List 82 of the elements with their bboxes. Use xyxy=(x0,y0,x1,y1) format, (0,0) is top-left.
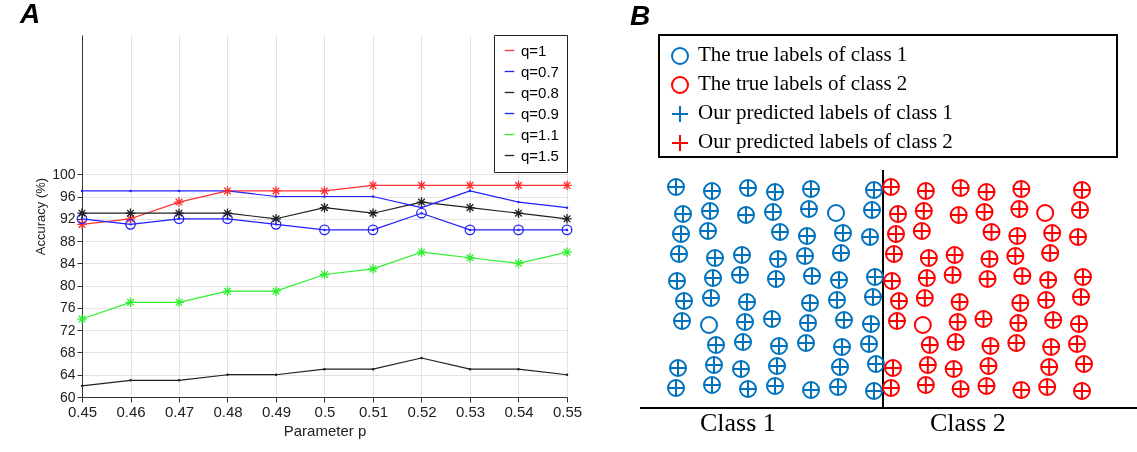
point xyxy=(464,224,476,236)
point xyxy=(367,179,379,191)
point xyxy=(416,179,427,191)
point xyxy=(513,257,524,269)
x-tick-label: 0.49 xyxy=(261,402,292,420)
point xyxy=(416,246,427,258)
point xyxy=(416,196,427,208)
legend-label: q=0.9 xyxy=(521,104,559,122)
x-tick-label: 0.54 xyxy=(504,402,534,420)
point xyxy=(125,296,136,308)
y-tick-label: 72 xyxy=(59,321,76,338)
x-axis-title: Parameter p xyxy=(283,421,367,439)
point xyxy=(270,285,282,297)
chart-title: A xyxy=(19,0,41,29)
y-tick-label: 60 xyxy=(59,388,76,405)
point xyxy=(513,224,524,236)
x-tick-label: 0.48 xyxy=(213,402,243,420)
x-tick-label: 0.53 xyxy=(455,402,486,420)
point xyxy=(173,207,185,219)
point xyxy=(222,213,233,225)
y-tick-label: 100 xyxy=(52,165,76,182)
x-tick-label: 0.55 xyxy=(552,402,583,420)
point xyxy=(173,296,185,308)
text: The true labels of class 2 xyxy=(698,71,908,95)
point xyxy=(561,224,573,236)
category-label: Class 2 xyxy=(930,408,1006,438)
point xyxy=(222,285,233,297)
text: Our predicted labels of class 2 xyxy=(698,129,953,153)
point xyxy=(76,213,88,225)
point xyxy=(561,246,573,258)
y-tick-label: 68 xyxy=(59,343,76,360)
point xyxy=(464,202,476,214)
y-tick-label: 76 xyxy=(59,299,76,316)
y-tick-label: 88 xyxy=(59,232,76,249)
point xyxy=(76,313,88,325)
point xyxy=(222,185,233,197)
point xyxy=(561,213,573,225)
point xyxy=(561,179,573,191)
point xyxy=(319,269,330,280)
point xyxy=(367,207,379,219)
point xyxy=(270,185,282,197)
y-tick-label: 84 xyxy=(59,254,76,271)
legend-label: q=1.5 xyxy=(521,146,559,164)
legend-label: q=0.8 xyxy=(521,83,559,101)
legend-label: q=0.7 xyxy=(521,62,559,80)
x-tick-label: 0.51 xyxy=(358,402,389,420)
point xyxy=(513,179,524,191)
y-tick-label: 92 xyxy=(59,210,76,227)
category-label: Class 1 xyxy=(700,408,776,438)
point xyxy=(464,179,476,191)
point xyxy=(270,218,282,230)
point xyxy=(125,207,136,219)
x-tick-label: 0.52 xyxy=(407,402,437,420)
point xyxy=(416,207,427,219)
point xyxy=(319,224,330,236)
point xyxy=(319,185,330,197)
point xyxy=(76,207,88,219)
point xyxy=(173,196,185,208)
x-tick-label: 0.5 xyxy=(314,402,336,420)
point xyxy=(173,213,185,225)
text: Our predicted labels of class 1 xyxy=(698,100,953,124)
x-tick-label: 0.46 xyxy=(116,402,146,420)
point xyxy=(319,202,330,214)
legend-label: q=1 xyxy=(521,41,547,59)
point xyxy=(125,218,136,230)
point xyxy=(367,224,379,236)
text: The true labels of class 1 xyxy=(698,42,908,66)
point xyxy=(464,252,476,264)
point xyxy=(222,207,233,219)
y-tick-label: 96 xyxy=(59,188,76,205)
text: B xyxy=(630,0,651,32)
y-tick-label: 64 xyxy=(59,366,76,383)
y-axis-title: Accuracy (%) xyxy=(33,177,49,256)
point xyxy=(367,263,379,275)
point xyxy=(76,218,88,230)
x-tick-label: 0.47 xyxy=(164,402,195,420)
point xyxy=(270,213,282,225)
line-series xyxy=(81,357,568,387)
legend-label: q=1.1 xyxy=(521,125,559,143)
point xyxy=(513,207,524,219)
x-tick-label: 0.45 xyxy=(67,402,98,420)
y-tick-label: 80 xyxy=(59,277,76,294)
